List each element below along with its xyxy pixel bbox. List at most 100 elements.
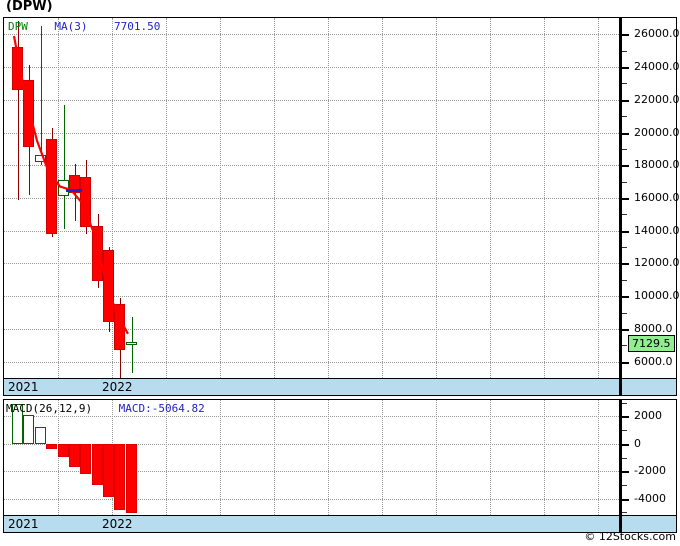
- axis-tick: [622, 198, 629, 200]
- macd-axis-tick-minor: [622, 402, 627, 404]
- macd-axis-tick: [622, 498, 629, 501]
- axis-tick: [622, 132, 629, 135]
- candle-wick: [18, 21, 19, 200]
- macd-gridline-v: [274, 400, 275, 515]
- price-axis: 26000.0 24000.0 22000.0 20000.0 18000.0 16000…: [620, 17, 680, 379]
- gridline-h: [4, 296, 619, 298]
- moving-average-line: [12, 35, 129, 335]
- gridline-v: [58, 18, 59, 378]
- axis-tick: [622, 296, 629, 299]
- axis-label: 8000.0: [634, 321, 673, 335]
- axis-label: 20000.0: [634, 125, 680, 139]
- macd-axis-tick-minor: [622, 484, 627, 486]
- price-legend: DPW MA(3) 7701.50: [8, 20, 160, 33]
- ma-highlight-marker: [66, 188, 82, 192]
- macd-bar: [46, 443, 57, 450]
- axis-label: 10000.0: [634, 289, 680, 303]
- gridline-v: [166, 18, 167, 378]
- gridline-h: [4, 132, 619, 134]
- macd-gridline-h: [4, 498, 619, 500]
- axis-tick: [622, 34, 629, 37]
- macd-bar: [58, 443, 69, 458]
- macd-chart-panel[interactable]: [3, 399, 620, 516]
- macd-gridline-v: [382, 400, 383, 515]
- date-label-2021: 2021: [8, 380, 39, 394]
- macd-bar: [126, 443, 137, 514]
- macd-axis-label: 2000: [634, 409, 662, 423]
- macd-bar: [80, 443, 91, 474]
- axis-tick-minor: [622, 312, 627, 314]
- macd-bar: [114, 443, 125, 510]
- macd-gridline-h: [4, 416, 619, 418]
- legend-value: 7701.50: [114, 20, 161, 33]
- axis-label: 16000.0: [634, 191, 680, 204]
- axis-label: 14000.0: [634, 223, 680, 237]
- macd-gridline-h: [4, 443, 619, 445]
- page-title: (DPW): [6, 0, 53, 14]
- gridline-v: [490, 18, 491, 378]
- gridline-h: [4, 263, 619, 265]
- macd-date-axis: 2021 2022: [3, 515, 620, 533]
- macd-gridline-v: [220, 400, 221, 515]
- candle-wick: [41, 26, 42, 166]
- gridline-h: [4, 328, 619, 330]
- axis-tick: [622, 67, 629, 70]
- axis-tick: [622, 165, 629, 168]
- macd-axis-label: 0: [634, 436, 641, 450]
- axis-tick-minor: [622, 116, 627, 118]
- candle-wick: [132, 317, 133, 374]
- macd-gridline-v: [598, 400, 599, 515]
- macd-gridline-v: [436, 400, 437, 515]
- axis-label: 22000.0: [634, 92, 680, 106]
- axis-tick: [622, 230, 629, 233]
- macd-legend: MACD(26,12,9) MACD:-5064.82: [6, 402, 205, 415]
- candle-body: [92, 225, 103, 282]
- macd-date-axis-corner: [620, 515, 677, 533]
- gridline-h: [4, 99, 619, 101]
- gridline-v: [382, 18, 383, 378]
- macd-gridline-v: [166, 400, 167, 515]
- gridline-h: [4, 230, 619, 232]
- macd-bar: [23, 415, 34, 444]
- macd-gridline-v: [490, 400, 491, 515]
- gridline-v: [112, 18, 113, 378]
- price-chart-panel[interactable]: [3, 17, 620, 395]
- macd-axis-tick: [622, 416, 629, 419]
- date-label-2022: 2022: [102, 380, 133, 394]
- macd-axis-tick-minor: [622, 430, 627, 432]
- gridline-v: [544, 18, 545, 378]
- axis-label: 18000.0: [634, 158, 680, 172]
- gridline-h: [4, 34, 619, 36]
- axis-label: 26000.0: [634, 27, 680, 41]
- macd-axis-label: -4000: [634, 491, 666, 505]
- macd-date-label-2022: 2022: [102, 517, 133, 531]
- macd-axis-tick: [622, 443, 629, 446]
- axis-tick: [622, 263, 629, 266]
- macd-axis-tick-minor: [622, 457, 627, 459]
- macd-bar: [12, 404, 23, 444]
- axis-tick: [622, 328, 629, 331]
- macd-legend-value: MACD:-5064.82: [118, 402, 205, 415]
- candle-body: [35, 155, 46, 162]
- axis-label: 24000.0: [634, 60, 680, 74]
- candle-wick: [64, 104, 65, 230]
- axis-tick-minor: [622, 181, 627, 183]
- macd-axis-tick-minor: [622, 512, 627, 514]
- candle-body: [12, 47, 23, 90]
- gridline-v: [328, 18, 329, 378]
- macd-gridline-v: [328, 400, 329, 515]
- gridline-h: [4, 361, 619, 363]
- gridline-v: [598, 18, 599, 378]
- axis-tick-minor: [622, 50, 627, 52]
- axis-tick-minor: [622, 345, 627, 347]
- macd-gridline-h: [4, 471, 619, 473]
- axis-tick-minor: [622, 148, 627, 150]
- macd-legend-indicator: MACD(26,12,9): [6, 402, 93, 415]
- macd-gridline-v: [58, 400, 59, 515]
- gridline-h: [4, 198, 619, 199]
- macd-bar: [35, 427, 46, 444]
- candle-body: [46, 139, 57, 234]
- price-date-axis-corner: [620, 378, 677, 396]
- legend-symbol: DPW: [8, 20, 28, 33]
